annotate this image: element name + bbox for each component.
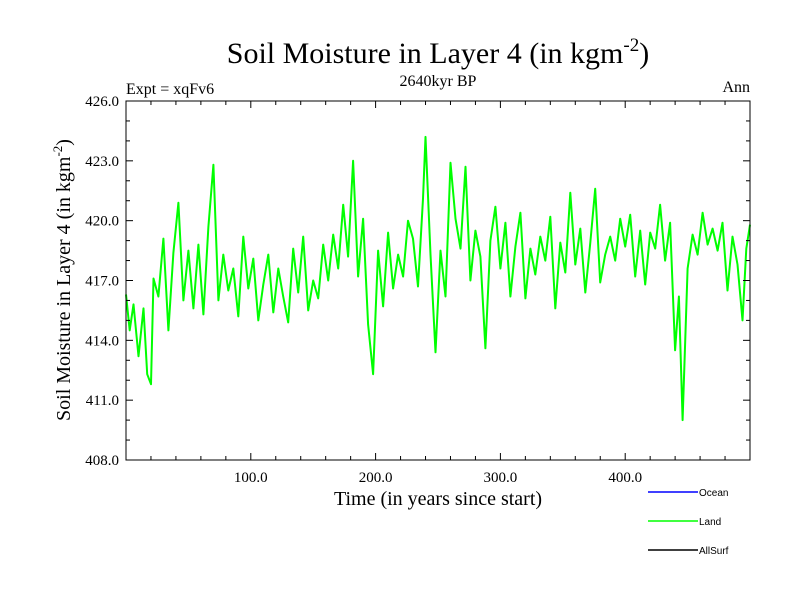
x-tick-label: 100.0	[234, 470, 268, 486]
y-axis-label: Soil Moisture in Layer 4 (in kgm-2)	[50, 139, 75, 421]
expt-label: Expt = xqFv6	[126, 81, 214, 98]
chart-title-close: )	[639, 37, 649, 70]
chart-subtitle: 2640kyr BP	[400, 73, 477, 90]
x-tick-label: 400.0	[608, 470, 642, 486]
y-axis-label-main: Soil Moisture in Layer 4 (in kgm	[53, 156, 75, 421]
y-tick-label: 417.0	[85, 274, 119, 290]
x-ticks: 100.0 200.0 300.0 400.0	[150, 101, 726, 486]
x-axis-label: Time (in years since start)	[334, 488, 542, 510]
y-tick-label: 423.0	[85, 154, 119, 170]
season-label: Ann	[722, 79, 750, 96]
legend-label-land: Land	[699, 517, 721, 528]
legend: Ocean Land AllSurf	[648, 488, 729, 557]
chart-title-sup: -2	[623, 35, 639, 56]
series-line-land	[125, 135, 751, 422]
legend-label-ocean: Ocean	[699, 488, 728, 499]
y-tick-label: 426.0	[85, 94, 119, 110]
chart-title-main: Soil Moisture in Layer 4 (in kgm	[227, 37, 624, 70]
y-tick-label: 420.0	[85, 214, 119, 230]
y-tick-label: 408.0	[85, 453, 119, 469]
x-tick-label: 300.0	[484, 470, 518, 486]
chart-title: Soil Moisture in Layer 4 (in kgm-2)	[227, 35, 649, 70]
y-ticks: 408.0 411.0 414.0 417.0 420.0 423.0 426.0	[85, 94, 750, 469]
y-axis-label-sup: -2	[50, 146, 65, 157]
legend-label-allsurf: AllSurf	[699, 546, 729, 557]
y-axis-label-close: )	[53, 139, 75, 146]
y-tick-label: 414.0	[85, 333, 119, 349]
series-layer	[125, 135, 751, 422]
y-tick-label: 411.0	[86, 393, 119, 409]
plot-frame	[125, 100, 751, 461]
x-tick-label: 200.0	[359, 470, 393, 486]
